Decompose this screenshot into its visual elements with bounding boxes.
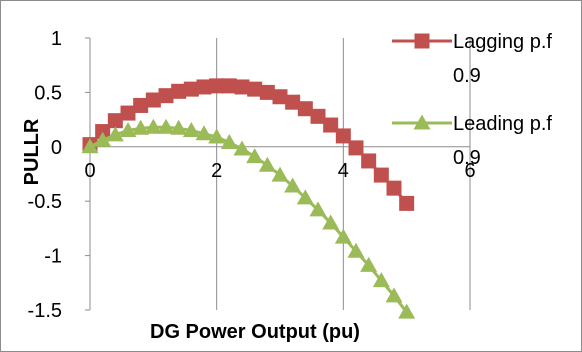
- data-point: [310, 108, 326, 124]
- data-point: [272, 89, 288, 105]
- data-point: [323, 117, 339, 133]
- axes: [85, 37, 470, 311]
- data-point: [94, 131, 112, 147]
- data-point: [347, 242, 365, 258]
- x-tick-label: 6: [464, 160, 475, 182]
- data-point: [271, 166, 289, 182]
- tick-labels: 1 0.5 0 -0.5 -1 -1.5 0 2 4 6: [28, 28, 476, 322]
- data-point: [233, 140, 251, 156]
- data-point: [234, 79, 250, 95]
- data-point: [208, 128, 226, 144]
- data-point: [334, 228, 352, 244]
- data-point: [158, 88, 174, 104]
- legend-entry-1: Lagging p.f 0.9: [392, 31, 552, 87]
- y-tick-label: 0: [51, 137, 62, 159]
- data-point: [220, 133, 238, 149]
- data-point: [171, 83, 187, 99]
- data-point: [195, 125, 213, 141]
- data-point: [246, 148, 264, 164]
- data-point: [373, 167, 389, 183]
- data-point: [398, 303, 416, 319]
- x-tick-label: 2: [211, 160, 222, 182]
- x-tick-label: 0: [84, 160, 95, 182]
- data-point: [119, 121, 137, 137]
- data-point: [81, 138, 99, 154]
- data-point: [120, 105, 136, 121]
- x-tick-label: 4: [338, 160, 349, 182]
- data-point: [145, 92, 161, 108]
- y-tick-label: -1: [44, 246, 62, 268]
- y-tick-label: -0.5: [28, 191, 62, 213]
- y-axis-title: PULLR: [21, 118, 43, 185]
- legend: Lagging p.f 0.9 Leading p.f 0.9: [392, 31, 552, 169]
- data-point: [170, 119, 188, 135]
- series-2: [81, 118, 416, 319]
- data-point: [247, 81, 263, 97]
- data-point: [372, 272, 390, 288]
- data-point: [133, 97, 149, 113]
- data-point: [106, 126, 124, 142]
- data-point: [335, 128, 351, 144]
- data-point: [183, 81, 199, 97]
- data-point: [95, 124, 111, 140]
- data-point: [361, 153, 377, 169]
- data-point: [348, 140, 364, 156]
- legend-label: Leading p.f: [453, 113, 552, 135]
- data-point: [296, 189, 314, 205]
- data-point: [157, 118, 175, 134]
- data-point: [322, 214, 340, 230]
- y-tick-label: 0.5: [34, 82, 62, 104]
- data-point: [132, 119, 150, 135]
- data-point: [259, 84, 275, 100]
- data-point: [209, 78, 225, 94]
- data-point: [258, 156, 276, 172]
- data-point: [309, 201, 327, 217]
- data-point: [284, 177, 302, 193]
- data-point: [107, 113, 123, 129]
- data-point: [399, 195, 415, 211]
- legend-label: Lagging p.f: [453, 31, 552, 53]
- legend-label-line2: 0.9: [453, 65, 481, 87]
- data-point: [196, 79, 212, 95]
- data-point: [385, 287, 403, 303]
- legend-marker: [413, 114, 431, 130]
- x-axis-title: DG Power Output (pu): [150, 321, 360, 343]
- data-point: [182, 121, 200, 137]
- legend-entry-2: Leading p.f 0.9: [392, 113, 552, 169]
- data-point: [144, 118, 162, 134]
- data-point: [360, 256, 378, 272]
- data-point: [285, 94, 301, 110]
- series-1: [82, 78, 415, 211]
- data-point: [386, 180, 402, 196]
- y-tick-label: 1: [51, 28, 62, 50]
- legend-label-line2: 0.9: [453, 147, 481, 169]
- data-point: [221, 78, 237, 94]
- data-point: [297, 101, 313, 117]
- series-layer: [81, 78, 416, 319]
- legend-marker: [414, 33, 430, 49]
- y-tick-label: -1.5: [28, 300, 62, 322]
